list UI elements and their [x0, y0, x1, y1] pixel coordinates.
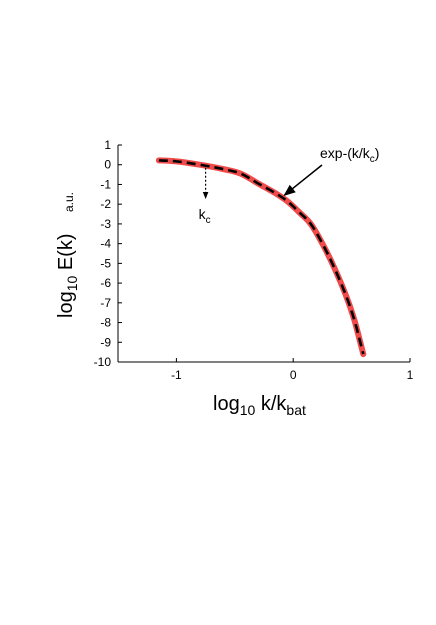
y-ticks: 1 0 -1 -2 -3 -4 -5 -6 -7 -8 -9 -10 [94, 138, 122, 369]
data-curve [155, 157, 367, 358]
x-tick-label: 1 [407, 368, 414, 382]
y-tick-label: -9 [100, 335, 111, 349]
x-ticks: -1 0 1 [171, 358, 414, 382]
y-tick-label: -4 [100, 237, 111, 251]
kc-annotation: kc [199, 206, 211, 226]
y-tick-label: -2 [100, 197, 111, 211]
x-tick-label: -1 [171, 368, 182, 382]
y-tick-label: -1 [100, 177, 111, 191]
y-tick-label: 1 [104, 138, 111, 152]
y-tick-label: -7 [100, 296, 111, 310]
x-tick-label: 0 [290, 368, 297, 382]
x-axis-title: log10 k/kbat [213, 393, 306, 418]
y-tick-label: -5 [100, 256, 111, 270]
y-axis-title: log10 E(k) [55, 234, 80, 319]
y-tick-label: -10 [94, 355, 112, 369]
fit-annotation: exp-(k/kc) [320, 145, 379, 165]
y-tick-label: -6 [100, 276, 111, 290]
y-tick-label: -8 [100, 316, 111, 330]
y-tick-label: -3 [100, 217, 111, 231]
y-tick-label: 0 [104, 158, 111, 172]
fit-arrow [283, 164, 323, 196]
y-axis-units: a.u. [62, 192, 76, 212]
fit-curve-dashed [158, 159, 365, 355]
